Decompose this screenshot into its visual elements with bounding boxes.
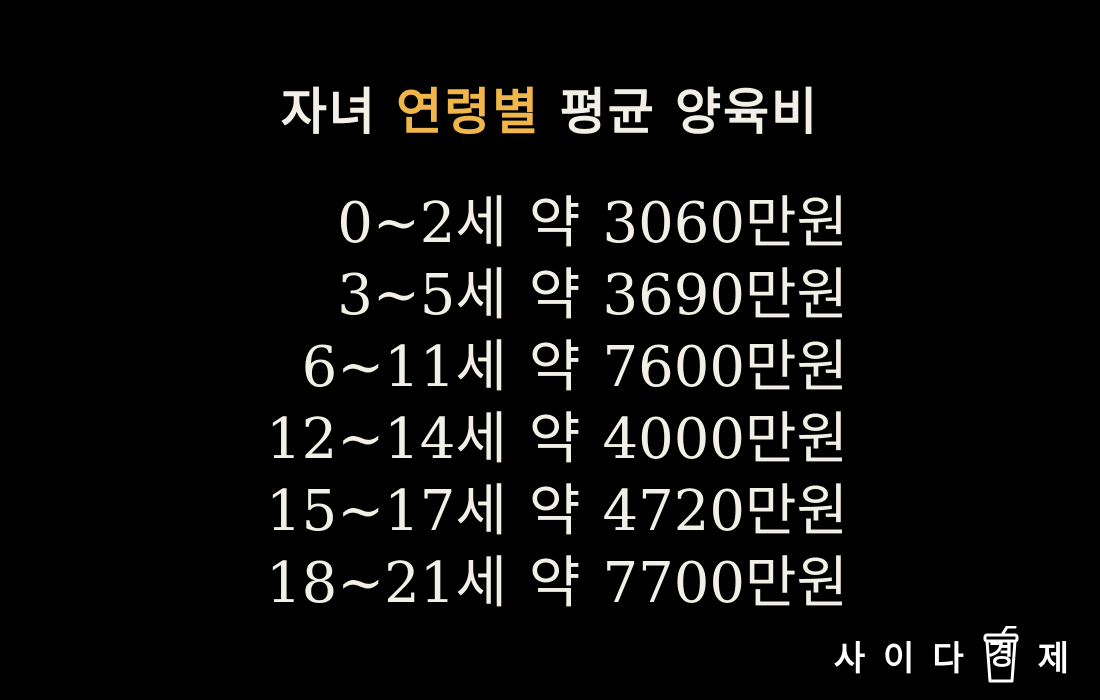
list-item: 15~17세 약 4720만원: [266, 476, 848, 548]
amount: 3690만원: [602, 263, 848, 328]
list-item: 0~2세 약 3060만원: [337, 188, 848, 260]
age-range: 18~21세: [265, 551, 507, 616]
title-part2: 평균 양육비: [559, 83, 820, 141]
age-range: 0~2세: [337, 191, 507, 256]
age-range: 6~11세: [301, 335, 507, 400]
title-part1: 자녀: [280, 83, 377, 141]
approx-label: 약: [528, 335, 581, 400]
channel-logo: 사 이 다 경 제: [825, 620, 1078, 690]
cost-list: 0~2세 약 3060만원 3~5세 약 3690만원 6~11세 약 7600만원 12~…: [0, 188, 1100, 628]
logo-cup-char: 경: [987, 638, 1014, 671]
list-item: 12~14세 약 4000만원: [266, 404, 848, 476]
title-highlight: 연령별: [396, 83, 541, 141]
approx-label: 약: [528, 479, 581, 544]
amount: 7600만원: [602, 335, 848, 400]
approx-label: 약: [528, 551, 581, 616]
logo-char: 사: [833, 638, 866, 679]
approx-label: 약: [528, 407, 581, 472]
cup-icon: 경: [980, 626, 1022, 684]
logo-char: 다: [932, 638, 964, 679]
page-title: 자녀 연령별 평균 양육비: [0, 72, 1100, 144]
list-item: 18~21세 약 7700만원: [266, 548, 848, 620]
age-range: 3~5세: [337, 263, 507, 328]
list-item: 3~5세 약 3690만원: [337, 260, 848, 332]
logo-char: 이: [883, 638, 915, 679]
approx-label: 약: [528, 263, 581, 328]
amount: 7700만원: [602, 551, 848, 616]
approx-label: 약: [528, 191, 581, 256]
age-range: 15~17세: [265, 479, 507, 544]
amount: 4720만원: [602, 479, 848, 544]
age-range: 12~14세: [265, 407, 507, 472]
list-item: 6~11세 약 7600만원: [302, 332, 848, 404]
amount: 4000만원: [602, 407, 848, 472]
amount: 3060만원: [602, 191, 848, 256]
logo-char: 제: [1037, 638, 1069, 679]
